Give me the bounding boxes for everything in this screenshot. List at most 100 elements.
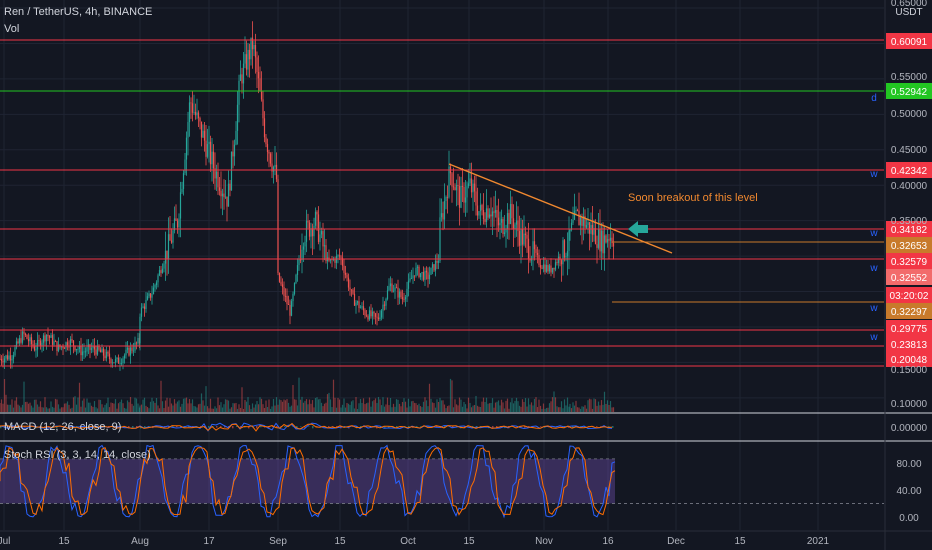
volume-bar (493, 407, 495, 412)
candle-body (111, 362, 114, 364)
candle-body (38, 340, 40, 341)
candles[interactable] (0, 21, 615, 371)
candle-body (283, 287, 285, 296)
volume-bar (83, 398, 85, 412)
macd-histogram-bar (208, 426, 210, 428)
candle-body (215, 171, 218, 179)
candle-body (386, 290, 389, 299)
trendline-group[interactable] (448, 163, 673, 254)
candle-body (235, 130, 237, 145)
candle-body (250, 37, 252, 60)
volume-bar (421, 407, 423, 412)
volume-bar (51, 406, 54, 412)
stoch-d-line (0, 446, 616, 516)
volume-bar (158, 408, 161, 412)
candle-body (451, 173, 453, 187)
volume-bar (473, 404, 476, 412)
volume-bar (54, 398, 57, 412)
candle-body (51, 335, 54, 345)
candle-body (374, 313, 377, 317)
price-label: 0.52942 (891, 87, 928, 98)
volume-bar (400, 406, 402, 412)
macd-histogram-bar (216, 426, 218, 428)
macd-histogram-bar (540, 426, 542, 427)
candle-body (95, 349, 97, 355)
candle-body (418, 266, 420, 278)
candle-body (299, 259, 302, 261)
candle-body (502, 219, 504, 234)
volume-bar (265, 400, 267, 412)
candle-body (157, 275, 159, 283)
volume-bar (224, 399, 227, 412)
volume-bar (563, 399, 566, 412)
volume-bar (143, 397, 146, 412)
macd-histogram-bar (304, 426, 306, 428)
price-label-bg (886, 162, 932, 178)
candle-body (284, 295, 287, 297)
timeframe-marker: w (869, 263, 878, 274)
macd-histogram-bar (100, 426, 102, 429)
candle-body (397, 287, 399, 298)
candle-body (602, 230, 604, 254)
macd-histogram-bar (280, 426, 282, 427)
volume-bar (404, 401, 407, 412)
volume-bar (460, 399, 462, 412)
candle-body (253, 44, 255, 50)
breakout-arrow-icon[interactable] (628, 221, 648, 237)
candle-body (535, 249, 537, 253)
candle-body (503, 232, 506, 234)
candle-body (478, 211, 480, 216)
volume-bar (365, 403, 368, 412)
volume-bar (104, 404, 106, 412)
candle-body (338, 255, 341, 257)
volume-bar (283, 399, 285, 412)
candle-body (611, 237, 613, 244)
volume-bar (173, 399, 176, 412)
breakout-annotation[interactable]: Soon breakout of this level (628, 192, 758, 204)
volume-bar (242, 408, 245, 412)
volume-bar (364, 404, 366, 412)
volume-bar (440, 400, 443, 412)
volume-bar (310, 403, 312, 412)
time-axis[interactable]: Jul 15 Aug 17 Sep 15 Oct 15 Nov 16 Dec 15 2021 (0, 536, 830, 547)
price-axis[interactable]: 0.60091 0.52942 0.42342 0.34182 0.32653 0.325… (869, 0, 932, 524)
candle-body (608, 239, 610, 241)
candle-body (322, 231, 324, 247)
candle-body (439, 217, 441, 262)
candle-body (182, 173, 185, 189)
volume-bar (331, 407, 333, 412)
macd-pane (0, 422, 614, 432)
symbol-legend[interactable]: Ren / TetherUS, 4h, BINANCE (4, 6, 153, 18)
candle-body (99, 349, 102, 353)
candle-body (142, 306, 144, 308)
volume-bar (81, 400, 84, 412)
stoch-rsi-legend[interactable]: Stoch RSI (3, 3, 14, 14, close) (4, 449, 151, 461)
volume-bar (442, 400, 444, 412)
volume-bar (307, 404, 309, 412)
macd-legend[interactable]: MACD (12, 26, close, 9) (4, 421, 122, 433)
candle-body (401, 297, 404, 300)
volume-legend[interactable]: Vol (4, 23, 20, 35)
horizontal-levels[interactable] (0, 39, 884, 367)
volume-bar (203, 405, 206, 412)
candle-body (262, 99, 264, 119)
volume-bar (284, 400, 287, 412)
candle-body (392, 290, 395, 292)
price-label: 0.42342 (891, 166, 928, 177)
candle-body (314, 211, 317, 226)
candle-body (289, 305, 291, 316)
candle-body (377, 317, 380, 320)
candle-body (343, 265, 345, 273)
volume-bar (347, 403, 350, 412)
candle-body (132, 350, 135, 352)
candle-body (146, 296, 149, 300)
volume-bar (413, 402, 416, 412)
volume-bar (3, 379, 6, 412)
volume-bar (419, 406, 422, 412)
candle-body (212, 151, 215, 169)
volume-bar (9, 404, 12, 412)
macd-histogram-bar (360, 426, 362, 428)
